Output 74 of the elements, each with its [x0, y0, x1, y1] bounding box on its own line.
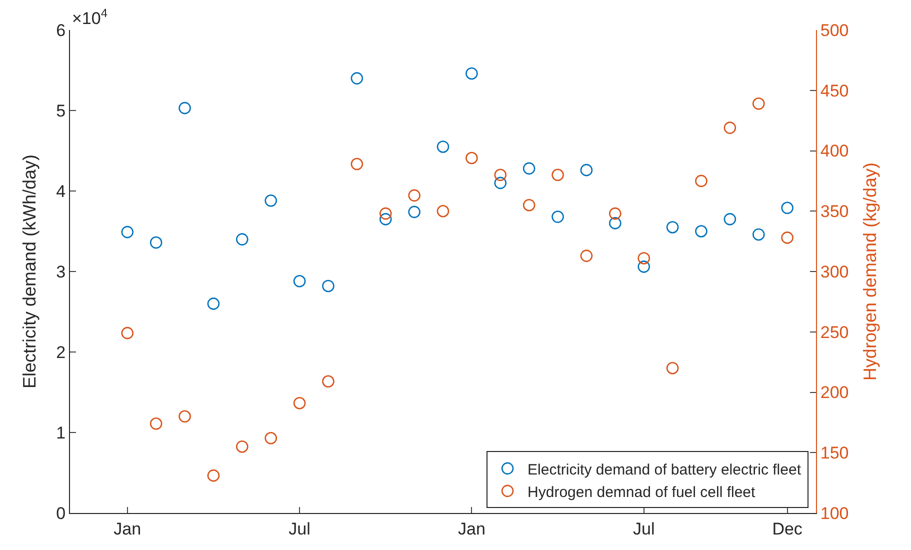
point	[724, 122, 736, 134]
point	[293, 396, 306, 410]
point	[408, 206, 420, 218]
point	[150, 418, 162, 430]
point	[494, 168, 507, 182]
x-tick-label: Dec	[772, 519, 803, 538]
point	[695, 174, 708, 188]
point	[350, 72, 364, 84]
y2-tick-label: 150	[820, 444, 849, 463]
point	[121, 326, 134, 340]
point	[207, 469, 220, 482]
y2-tick-label: 200	[820, 383, 849, 402]
point	[436, 140, 450, 153]
point	[638, 252, 650, 264]
point	[236, 440, 248, 453]
point	[466, 152, 478, 164]
point	[638, 260, 650, 273]
y-tick-label: 0	[56, 504, 66, 523]
y2-tick-label: 350	[820, 202, 849, 222]
point	[494, 176, 507, 190]
point	[695, 225, 708, 238]
point	[121, 226, 134, 238]
point	[350, 158, 364, 170]
point	[150, 236, 162, 249]
y2-tick-label: 100	[820, 504, 849, 523]
point	[724, 213, 736, 226]
point	[264, 432, 277, 444]
point	[752, 98, 765, 110]
y2-tick-label: 500	[820, 20, 849, 40]
y-tick-label: 4	[56, 182, 66, 201]
x-tick-label: Jan	[114, 519, 142, 538]
legend-label: Hydrogen demnad of fuel cell fleet	[528, 484, 756, 501]
y2-tick-label: 450	[820, 81, 849, 100]
point	[522, 162, 536, 175]
point	[552, 168, 564, 182]
point	[781, 232, 794, 244]
point	[781, 202, 794, 214]
y-tick-label: 1	[56, 423, 66, 442]
point	[408, 189, 420, 202]
point	[552, 210, 564, 223]
text: ×10$^{4}$	[72, 6, 108, 28]
point	[609, 217, 622, 230]
point	[666, 221, 679, 234]
legend-label: Electricity demand of battery electric fleet	[528, 461, 802, 478]
point	[264, 194, 277, 207]
x-tick-label: Jul	[288, 519, 310, 538]
y2-tick-label: 400	[820, 142, 849, 161]
point	[236, 233, 248, 246]
y-axis-title: Electricity demand (kWh/day)	[19, 154, 40, 389]
y2-tick-label: 250	[820, 322, 849, 342]
y2-tick-label: 300	[820, 262, 849, 282]
point	[207, 298, 220, 310]
point	[580, 164, 593, 176]
point	[322, 375, 334, 388]
point	[436, 204, 450, 218]
point	[178, 410, 191, 423]
y2-axis-title: Hydrogen demand (kg/day)	[860, 162, 880, 381]
y-tick-label: 6	[56, 20, 66, 40]
x-tick-label: Jul	[632, 519, 655, 538]
y-tick-label: 2	[56, 342, 66, 362]
point	[466, 67, 478, 80]
point	[322, 280, 334, 292]
point	[293, 275, 306, 288]
point	[379, 207, 392, 220]
point	[379, 213, 392, 226]
x-tick-label: Jan	[458, 519, 486, 538]
y-tick-label: 5	[56, 101, 66, 120]
point	[752, 228, 765, 241]
point	[580, 250, 593, 262]
point	[609, 207, 622, 220]
point	[666, 362, 679, 374]
point	[522, 198, 536, 212]
point	[178, 102, 191, 114]
y-tick-label: 3	[56, 262, 66, 282]
